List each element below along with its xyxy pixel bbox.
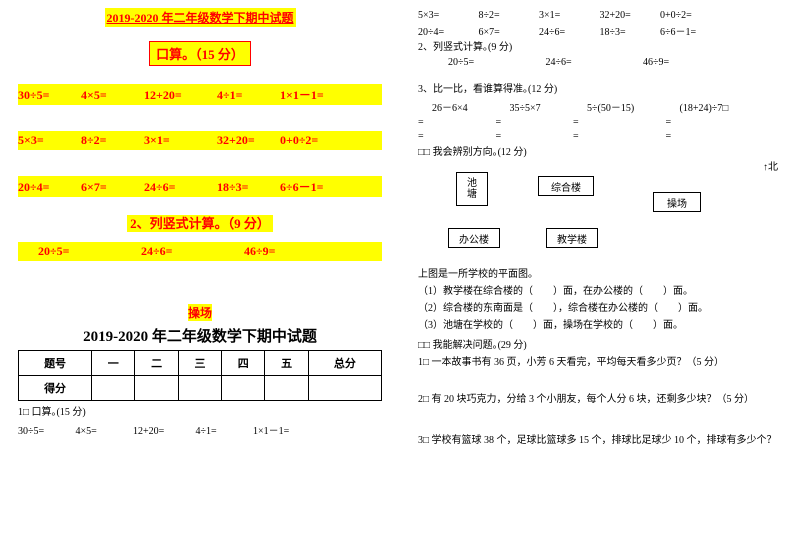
calc-row-2: 5×3= 8÷2= 3×1= 32+20= 0+0÷2=	[18, 131, 382, 150]
eq: 30÷5=	[18, 88, 78, 103]
td	[178, 376, 221, 401]
eq: 26－6×4	[432, 99, 507, 114]
eq: (18+24)÷7□	[680, 103, 729, 114]
eq: 35÷5×7	[510, 103, 585, 114]
doc-title: 2019-2020 年二年级数学下期中试题	[105, 8, 296, 27]
r-sec2: 2、列竖式计算｡(9 分)	[418, 40, 782, 55]
th: 四	[222, 351, 265, 376]
th: 三	[178, 351, 221, 376]
q1-row: 30÷5= 4×5= 12+20= 4÷1= 1×1－1=	[18, 422, 382, 437]
eq: 5÷(50－15)	[587, 99, 677, 114]
eq: 3×1=	[144, 133, 214, 148]
eq: 6×7=	[479, 27, 537, 38]
r-sec5: □□ 我能解决问题｡(29 分)	[418, 338, 782, 353]
box-playground: 操场	[653, 192, 701, 212]
school-diagram: 池 塘 综合楼 操场 办公楼 教学楼	[438, 166, 782, 261]
eq: 6÷6－1=	[660, 23, 696, 38]
eq: 5×3=	[418, 10, 476, 21]
diagram-caption: 上图是一所学校的平面图。	[418, 267, 782, 282]
r-eq-row-3: 20÷5= 24÷6= 46÷9=	[418, 57, 782, 68]
td	[92, 376, 135, 401]
box-office: 办公楼	[448, 228, 500, 248]
eq: 18÷3=	[600, 27, 658, 38]
td	[265, 376, 308, 401]
eq: 5×3=	[18, 133, 78, 148]
td	[308, 376, 381, 401]
diagram-q3: （3）池塘在学校的（ ）面，操场在学校的（ ）面。	[418, 318, 782, 333]
box-pond: 池 塘	[456, 172, 488, 206]
calc-row-3: 20÷4= 6×7= 24÷6= 18÷3= 6÷6－1=	[18, 176, 382, 197]
eq-signs-2: = = = =	[418, 131, 782, 142]
eq: 32+20=	[600, 10, 658, 21]
problem-1: 1□ 一本故事书有 36 页，小芳 6 天看完，平均每天看多少页？（5 分）	[418, 355, 782, 370]
section-1-label: 口算。（15 分）	[149, 41, 251, 66]
eq: 20÷5=	[448, 57, 543, 68]
eq: =	[496, 117, 571, 128]
problem-2: 2□ 有 20 块巧克力，分给 3 个小朋友，每个人分 6 块，还剩多少块？（5…	[418, 392, 782, 407]
eq: 3×1=	[539, 10, 597, 21]
eq: 4÷1=	[196, 426, 251, 437]
box-complex: 综合楼	[538, 176, 594, 196]
eq: =	[666, 117, 672, 128]
eq: 20÷4=	[18, 180, 78, 195]
eq: 24÷6=	[141, 244, 241, 259]
td	[222, 376, 265, 401]
section-2-label: 2、列竖式计算。（9 分）	[127, 215, 273, 232]
th: 题号	[19, 351, 92, 376]
eq: 0+0÷2=	[660, 10, 692, 21]
eq: 18÷3=	[217, 180, 277, 195]
r-sec4: □□ 我会辨别方向｡(12 分)	[418, 145, 782, 160]
eq: =	[573, 117, 663, 128]
eq: 8÷2=	[81, 133, 141, 148]
score-table: 题号 一 二 三 四 五 总分 得分	[18, 350, 382, 401]
eq: 6÷6－1=	[280, 178, 323, 195]
eq: 46÷9=	[244, 244, 275, 259]
eq: 1×1－1=	[280, 86, 324, 103]
eq: 12+20=	[133, 426, 193, 437]
r-eq-row-4: 26－6×4 35÷5×7 5÷(50－15) (18+24)÷7□	[418, 99, 782, 114]
eq: 24÷6=	[539, 27, 597, 38]
q1-label: 1□ 口算｡(15 分)	[18, 405, 382, 420]
eq: 4÷1=	[217, 88, 277, 103]
eq: 4×5=	[81, 88, 141, 103]
eq: 4×5=	[76, 426, 131, 437]
eq: 8÷2=	[479, 10, 537, 21]
eq: 46÷9=	[643, 57, 669, 68]
eq: 1×1－1=	[253, 422, 289, 437]
problem-3: 3□ 学校有篮球 38 个，足球比篮球多 15 个，排球比足球少 10 个，排球…	[418, 433, 782, 448]
eq: 24÷6=	[546, 57, 641, 68]
box-teach: 教学楼	[546, 228, 598, 248]
eq: =	[573, 131, 663, 142]
th: 总分	[308, 351, 381, 376]
th: 五	[265, 351, 308, 376]
eq: =	[418, 131, 493, 142]
calc-row-4: 20÷5= 24÷6= 46÷9=	[18, 242, 382, 261]
eq: =	[496, 131, 571, 142]
playground-label: 操场	[188, 304, 212, 321]
eq: 20÷5=	[38, 244, 138, 259]
eq: =	[666, 131, 672, 142]
td	[135, 376, 178, 401]
th: 二	[135, 351, 178, 376]
th: 一	[92, 351, 135, 376]
r-eq-row-1: 5×3= 8÷2= 3×1= 32+20= 0+0÷2=	[418, 10, 782, 21]
calc-row-1: 30÷5= 4×5= 12+20= 4÷1= 1×1－1=	[18, 84, 382, 105]
eq: 30÷5=	[18, 426, 73, 437]
eq: 24÷6=	[144, 180, 214, 195]
eq: 0+0÷2=	[280, 133, 318, 148]
r-sec3: 3、比一比，看谁算得准｡(12 分)	[418, 82, 782, 97]
eq-signs-1: = = = =	[418, 117, 782, 128]
eq: 32+20=	[217, 133, 277, 148]
eq: 12+20=	[144, 88, 214, 103]
eq: 20÷4=	[418, 27, 476, 38]
r-eq-row-2: 20÷4= 6×7= 24÷6= 18÷3= 6÷6－1=	[418, 23, 782, 38]
eq: =	[418, 117, 493, 128]
diagram-q2: （2）综合楼的东南面是（ ），综合楼在办公楼的（ ）面。	[418, 301, 782, 316]
td: 得分	[19, 376, 92, 401]
eq: 6×7=	[81, 180, 141, 195]
subtitle: 2019-2020 年二年级数学下期中试题	[18, 325, 382, 346]
diagram-q1: （1）教学楼在综合楼的（ ）面，在办公楼的（ ）面。	[418, 284, 782, 299]
